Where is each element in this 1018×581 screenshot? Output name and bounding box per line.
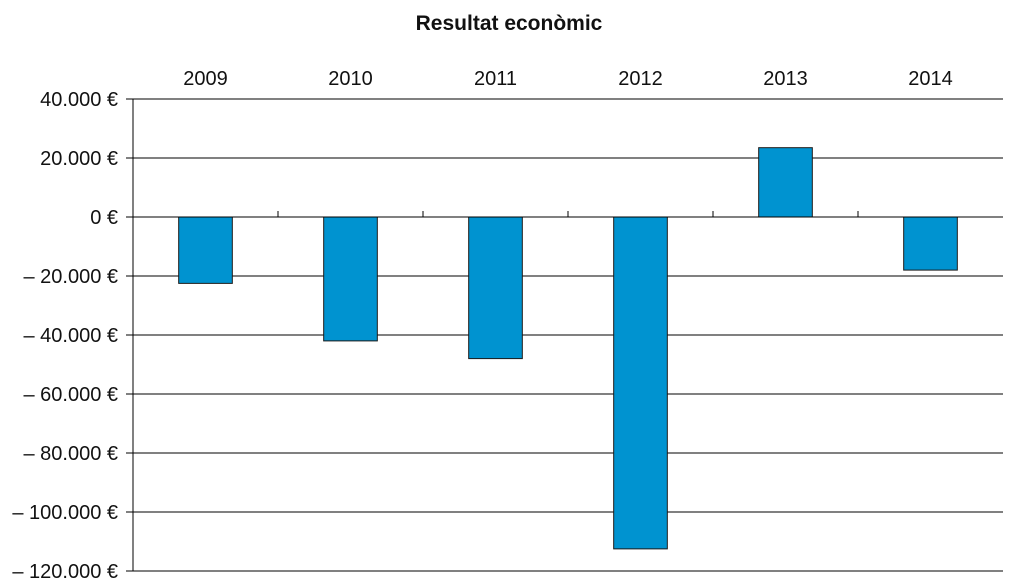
y-tick-label: – 60.000 € — [23, 384, 118, 406]
bar-2012 — [613, 216, 668, 550]
bar-2010 — [323, 216, 378, 342]
y-tick-label: – 100.000 € — [12, 502, 118, 524]
y-tick-label: – 20.000 € — [23, 266, 118, 288]
category-label: 2011 — [474, 68, 517, 90]
bar-2009 — [178, 216, 233, 284]
bar-2011 — [468, 216, 523, 360]
chart-title: Resultat econòmic — [415, 12, 603, 35]
bar-2014 — [903, 216, 958, 271]
category-label: 2010 — [328, 68, 373, 90]
category-label: 2013 — [763, 68, 808, 90]
y-tick-label: 0 € — [90, 207, 118, 229]
category-label: 2014 — [908, 68, 953, 90]
bar-2013 — [758, 147, 813, 218]
category-label: 2009 — [183, 68, 228, 90]
y-tick-label: – 80.000 € — [23, 443, 118, 465]
y-tick-label: – 40.000 € — [23, 325, 118, 347]
y-tick-label: – 120.000 € — [12, 561, 118, 581]
y-tick-label: 20.000 € — [40, 148, 118, 170]
y-tick-label: 40.000 € — [40, 89, 118, 111]
category-label: 2012 — [618, 68, 663, 90]
